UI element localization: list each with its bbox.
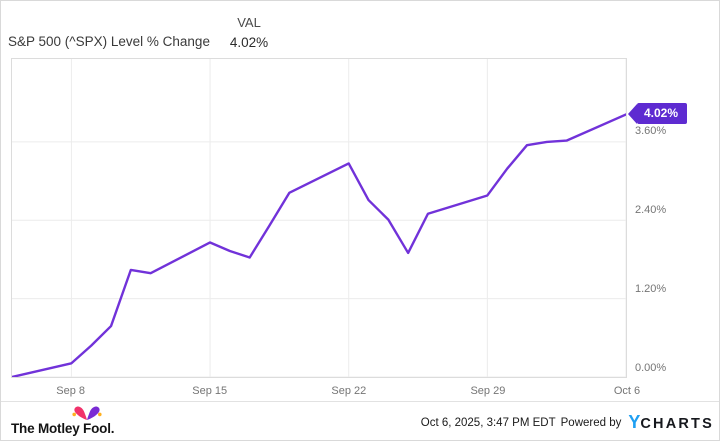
series-line [12, 113, 626, 377]
attribution: Oct 6, 2025, 3:47 PM EDT Powered by Y CH… [420, 402, 714, 440]
plot-area [11, 58, 627, 378]
y-tick-label: 3.60% [635, 125, 667, 138]
value-column: VAL 4.02% [213, 15, 285, 50]
x-tick-label: Sep 29 [470, 385, 506, 397]
x-tick-label: Oct 6 [613, 385, 641, 397]
last-value-tag: 4.02% [628, 103, 688, 125]
y-tick-label: 1.20% [635, 283, 667, 296]
footer-bar: The Motley Fool. Oct 6, 2025, 3:47 PM ED… [1, 401, 719, 440]
x-tick-label: Sep 8 [56, 385, 85, 397]
x-tick-label: Sep 15 [192, 385, 228, 397]
ycharts-logo-y: Y [628, 412, 641, 432]
tag-value: 4.02% [637, 103, 688, 125]
y-tick-label: 0.00% [635, 362, 667, 374]
ycharts-logo: Y CHARTS [628, 412, 714, 433]
jester-hat-icon [72, 406, 102, 420]
y-tick-label: 2.40% [635, 204, 667, 217]
line-chart [12, 59, 626, 377]
motley-fool-wordmark: The Motley Fool. [11, 421, 115, 436]
value-column-header: VAL [237, 15, 261, 30]
tag-arrow-icon [628, 103, 637, 124]
powered-by-label: Powered by [560, 416, 622, 429]
current-value: 4.02% [229, 35, 269, 50]
ycharts-logo-text: CHARTS [640, 416, 714, 432]
x-tick-label: Sep 22 [331, 385, 367, 397]
chart-title: S&P 500 (^SPX) Level % Change [8, 34, 210, 49]
timestamp: Oct 6, 2025, 3:47 PM EDT [420, 416, 556, 429]
